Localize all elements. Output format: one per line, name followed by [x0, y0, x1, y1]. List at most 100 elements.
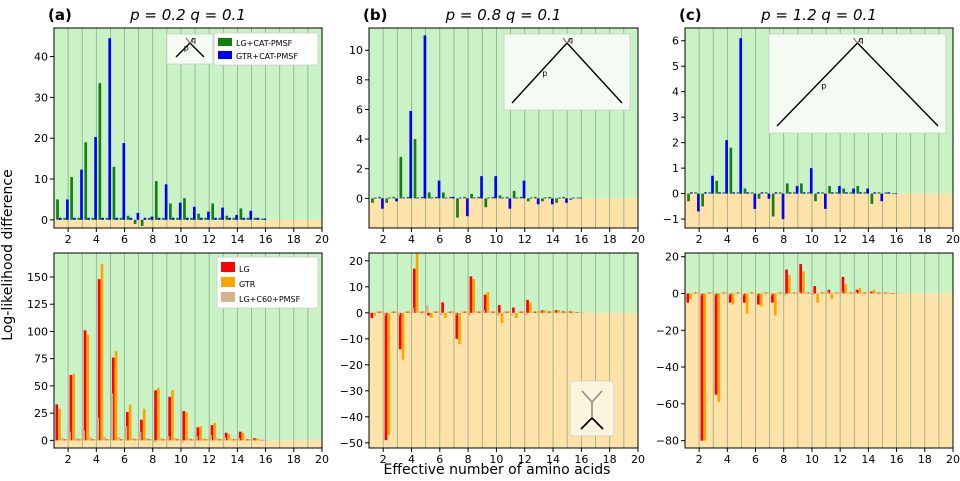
- legend-box: [216, 256, 319, 309]
- bar: [735, 292, 739, 294]
- bar: [534, 196, 537, 199]
- bar: [567, 312, 570, 313]
- bar: [865, 292, 869, 294]
- bar: [253, 217, 257, 220]
- bar: [856, 185, 860, 194]
- background-negative: [54, 219, 322, 228]
- bar: [718, 192, 721, 194]
- bar: [802, 271, 805, 294]
- bar: [58, 408, 61, 441]
- x-tick-label: 20: [315, 453, 329, 466]
- bar: [411, 307, 415, 313]
- bar: [425, 305, 429, 313]
- series-gtr-cat-pmsf: [59, 38, 267, 220]
- bar: [578, 312, 582, 313]
- bar: [568, 311, 572, 313]
- bar: [185, 217, 189, 220]
- bar: [199, 426, 203, 441]
- bar: [242, 217, 246, 220]
- bar: [206, 439, 210, 441]
- bar: [748, 292, 752, 294]
- bar: [468, 312, 471, 316]
- bar: [119, 217, 123, 220]
- bar: [430, 197, 434, 199]
- bar: [140, 219, 144, 226]
- bar: [405, 311, 409, 313]
- bar: [500, 312, 504, 324]
- bar: [572, 197, 575, 199]
- bar: [55, 404, 59, 441]
- bar: [246, 217, 250, 220]
- bar: [790, 292, 794, 294]
- bar: [472, 279, 476, 313]
- x-tick-label: 4: [724, 453, 731, 466]
- tree-branch-q: [189, 37, 195, 44]
- bar: [133, 219, 137, 224]
- bar: [401, 312, 405, 360]
- bar: [792, 292, 795, 294]
- y-tick-label: 125: [27, 298, 48, 311]
- bar: [531, 311, 535, 313]
- bar: [202, 438, 205, 441]
- bar: [806, 292, 810, 294]
- bar: [91, 217, 95, 220]
- bar: [126, 215, 130, 220]
- bar: [207, 211, 210, 220]
- series-gtr-cat-pmsf: [690, 38, 898, 220]
- x-tick-label: 6: [121, 453, 128, 466]
- bar: [221, 207, 224, 220]
- bar: [713, 293, 716, 296]
- x-tick-label: 16: [574, 453, 588, 466]
- bar: [543, 310, 546, 313]
- bar: [434, 311, 437, 313]
- y-tick-label: 0: [672, 287, 679, 300]
- axes-frame: [684, 27, 954, 229]
- bar: [196, 427, 200, 441]
- bar: [112, 166, 116, 220]
- bar: [185, 412, 188, 441]
- bar: [548, 196, 551, 199]
- bar: [781, 193, 785, 220]
- bar: [783, 293, 787, 296]
- bar: [812, 293, 815, 296]
- bar: [114, 351, 118, 441]
- bar: [387, 312, 391, 435]
- series-lg-cat-pmsf: [371, 139, 580, 218]
- x-tick-label: 8: [780, 453, 787, 466]
- bar: [824, 193, 827, 209]
- x-tick-label: 6: [121, 233, 128, 246]
- bar: [884, 192, 888, 194]
- bar: [76, 439, 80, 441]
- bar: [129, 217, 133, 220]
- bar: [519, 311, 522, 313]
- x-tick-label: 20: [631, 233, 645, 246]
- bar: [409, 110, 413, 199]
- y-tick-label: 6: [672, 35, 679, 48]
- bar: [837, 292, 841, 294]
- bar: [238, 431, 242, 441]
- y-tick-label: 50: [34, 380, 48, 393]
- bar: [728, 293, 732, 303]
- axes-frame: [53, 252, 323, 449]
- x-tick-label: 6: [752, 453, 759, 466]
- bar: [526, 299, 529, 313]
- bar: [813, 286, 817, 294]
- inset-q-label: q: [859, 36, 864, 45]
- y-tick-label: 0: [41, 434, 48, 447]
- background-negative: [685, 193, 953, 228]
- tree-branch-q: [566, 37, 572, 44]
- bar: [476, 311, 480, 313]
- bar: [517, 311, 521, 313]
- bar: [192, 439, 195, 441]
- bar: [755, 293, 759, 296]
- bar: [93, 439, 97, 441]
- legend-label: LG: [239, 265, 250, 274]
- series-lg-cat-pmsf: [687, 147, 895, 217]
- x-tick-label: 12: [833, 453, 847, 466]
- bar: [849, 192, 853, 194]
- bar: [690, 192, 693, 194]
- bar: [484, 198, 488, 208]
- bar: [441, 302, 444, 313]
- bar: [827, 289, 831, 294]
- bar: [89, 437, 93, 441]
